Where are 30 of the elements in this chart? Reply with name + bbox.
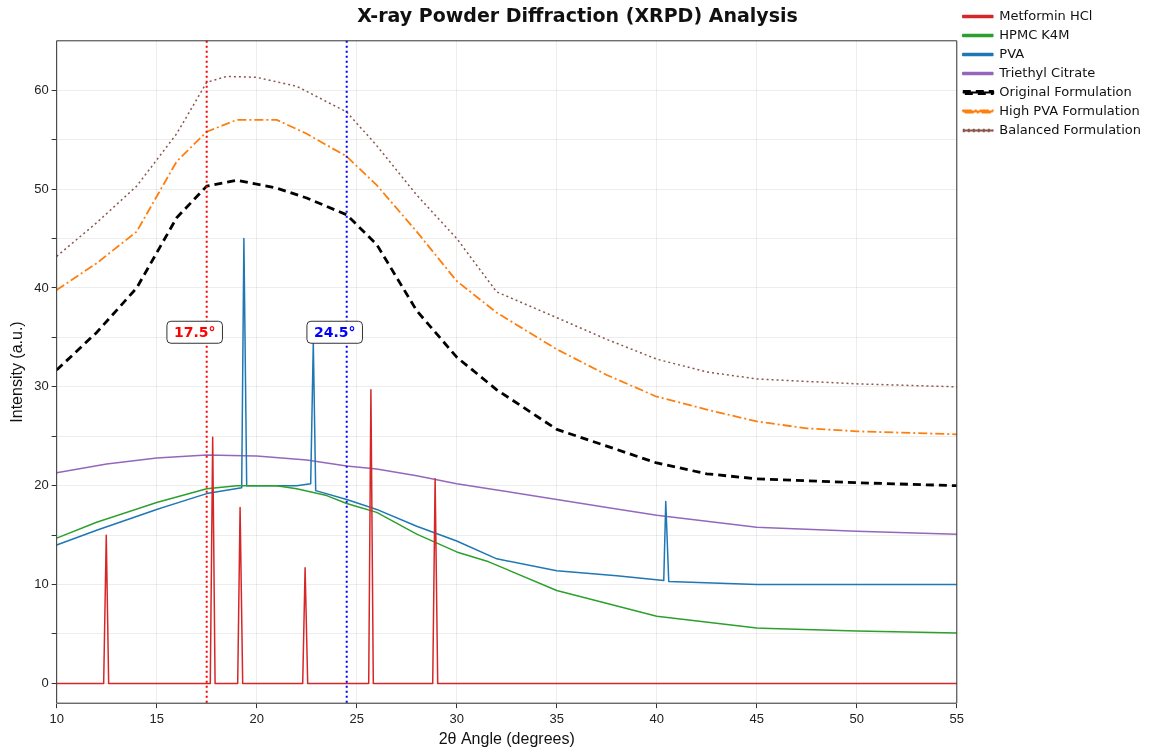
line-series [56,118,957,436]
legend-label: PVA [999,45,1025,61]
ref-line-label: 17.5° [173,323,216,340]
x-tick-label: 55 [949,710,965,726]
legend-label: High PVA Formulation [999,102,1140,118]
x-tick-label: 45 [749,710,764,726]
x-tick-label: 40 [649,710,664,726]
chart-title: X-ray Powder Diffraction (XRPD) Analysis [357,4,798,27]
legend-label: HPMC K4M [999,26,1070,42]
legend-label: Metformin HCl [999,7,1093,23]
legend-label: Triethyl Citrate [998,64,1096,80]
y-tick-label: 50 [34,180,49,196]
y-tick-label: 20 [34,477,49,493]
x-tick-label: 10 [49,710,64,726]
x-tick-label: 30 [449,710,464,726]
x-tick-label: 20 [249,710,264,726]
x-tick-label: 25 [349,710,364,726]
legend-label: Balanced Formulation [999,121,1141,137]
y-tick-label: 0 [41,675,49,691]
x-axis-title: 2θ Angle (degrees) [438,729,575,747]
y-tick-label: 10 [34,576,49,592]
x-tick-label: 35 [549,710,564,726]
y-axis-title: Intensity (a.u.) [8,321,26,423]
y-tick-label: 60 [34,81,49,97]
ref-line-label: 24.5° [313,323,356,340]
legend-label: Original Formulation [999,83,1132,99]
y-tick-label: 40 [34,279,49,295]
x-tick-label: 15 [149,710,164,726]
x-tick-label: 50 [849,710,865,726]
y-tick-label: 30 [34,378,49,394]
